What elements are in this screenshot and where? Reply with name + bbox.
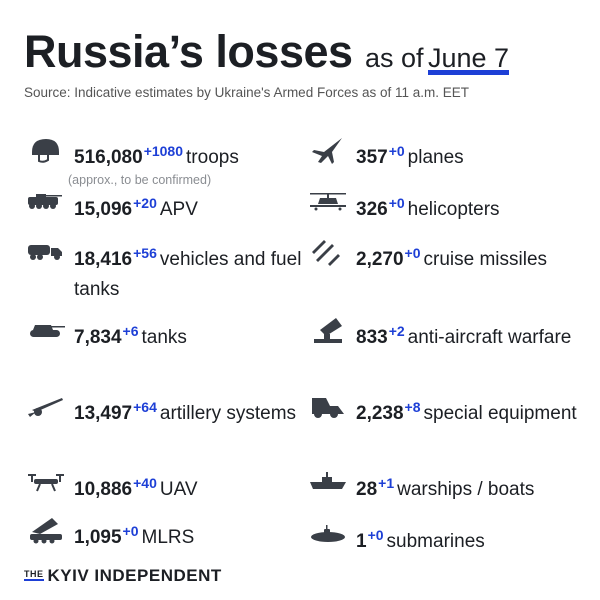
loss-text: 2,238+8 special equipment xyxy=(356,392,596,429)
title-as-of: as of xyxy=(364,43,424,73)
loss-value: 2,238 xyxy=(356,403,404,424)
tank-icon xyxy=(30,325,65,337)
submarine-icon xyxy=(311,525,345,542)
loss-value: 833 xyxy=(356,327,388,348)
plane-icon xyxy=(312,138,342,164)
loss-label: UAV xyxy=(159,479,198,500)
loss-label: vehicles and fuel tanks xyxy=(74,249,302,300)
warship-icon xyxy=(310,472,346,489)
loss-label: APV xyxy=(159,199,198,220)
loss-delta: +0 xyxy=(388,143,405,159)
loss-value: 326 xyxy=(356,199,388,220)
bulldozer-icon xyxy=(312,398,344,418)
title-date: June 7 xyxy=(427,43,510,73)
apv-icon xyxy=(28,194,62,209)
title-main: Russia’s losses xyxy=(24,26,353,77)
loss-delta: +1 xyxy=(378,475,395,491)
helicopter-icon xyxy=(310,193,346,211)
loss-text: 326+0 helicopters xyxy=(356,188,596,225)
loss-label: MLRS xyxy=(141,527,195,548)
truck-icon xyxy=(28,245,62,260)
loss-value: 18,416 xyxy=(74,249,133,270)
loss-value: 516,080 xyxy=(74,147,143,168)
loss-delta: +20 xyxy=(133,195,157,211)
loss-delta: +8 xyxy=(404,399,421,415)
loss-value: 7,834 xyxy=(74,327,122,348)
page-title: Russia’s losses as of June 7 xyxy=(24,26,509,78)
loss-note: (approx., to be confirmed) xyxy=(68,173,212,187)
loss-label: anti-aircraft warfare xyxy=(407,327,572,348)
loss-label: planes xyxy=(407,147,464,168)
loss-text: 18,416+56 vehicles and fuel tanks xyxy=(74,238,314,305)
loss-text: 10,886+40 UAV xyxy=(74,468,314,505)
loss-label: warships / boats xyxy=(397,479,535,500)
loss-delta: +2 xyxy=(388,323,405,339)
loss-text: 357+0 planes xyxy=(356,136,596,173)
loss-value: 357 xyxy=(356,147,388,168)
helmet-icon xyxy=(32,139,59,163)
drone-icon xyxy=(28,474,64,492)
missile-icon xyxy=(312,240,340,266)
loss-value: 2,270 xyxy=(356,249,404,270)
loss-delta: +1080 xyxy=(143,143,184,159)
loss-text: 13,497+64 artillery systems xyxy=(74,392,314,429)
loss-delta: +64 xyxy=(133,399,157,415)
loss-value: 10,886 xyxy=(74,479,133,500)
loss-text: 7,834+6 tanks xyxy=(74,316,314,353)
loss-delta: +0 xyxy=(122,523,139,539)
loss-text: 1+0 submarines xyxy=(356,520,596,557)
loss-label: helicopters xyxy=(407,199,500,220)
loss-text: 833+2 anti-aircraft warfare xyxy=(356,316,596,353)
artillery-icon xyxy=(28,398,63,417)
loss-label: artillery systems xyxy=(159,403,297,424)
loss-delta: +0 xyxy=(367,527,384,543)
loss-text: 1,095+0 MLRS xyxy=(74,516,314,553)
loss-value: 28 xyxy=(356,479,378,500)
kyiv-independent-logo: THE KYIV INDEPENDENT xyxy=(24,566,222,585)
loss-value: 1 xyxy=(356,531,367,552)
loss-label: troops xyxy=(186,147,239,168)
loss-label: special equipment xyxy=(423,403,577,424)
source-note: Source: Indicative estimates by Ukraine'… xyxy=(24,85,470,100)
anti-aircraft-icon xyxy=(314,318,342,343)
loss-delta: +0 xyxy=(388,195,405,211)
mlrs-icon xyxy=(30,518,62,544)
loss-text: 2,270+0 cruise missiles xyxy=(356,238,596,275)
loss-value: 1,095 xyxy=(74,527,122,548)
loss-delta: +0 xyxy=(404,245,421,261)
loss-text: 516,080+1080 troops (approx., to be confir… xyxy=(68,136,314,187)
loss-label: cruise missiles xyxy=(423,249,548,270)
loss-label: submarines xyxy=(386,531,485,552)
loss-label: tanks xyxy=(141,327,187,348)
loss-delta: +6 xyxy=(122,323,139,339)
loss-value: 13,497 xyxy=(74,403,133,424)
loss-text: 15,096+20 APV xyxy=(74,188,314,225)
loss-text: 28+1 warships / boats xyxy=(356,468,596,505)
loss-delta: +56 xyxy=(133,245,157,261)
loss-delta: +40 xyxy=(133,475,157,491)
loss-value: 15,096 xyxy=(74,199,133,220)
